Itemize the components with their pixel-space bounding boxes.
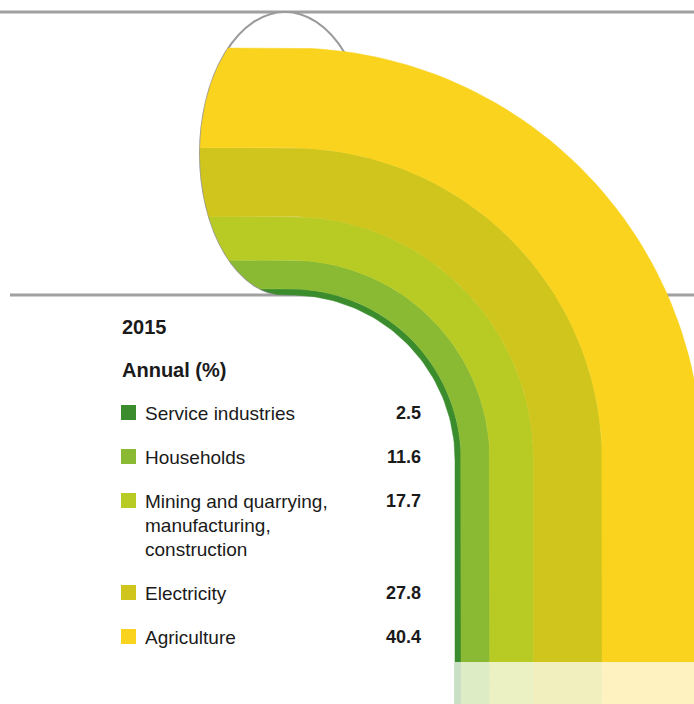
svg-text:Households: Households bbox=[145, 447, 245, 468]
svg-text:40.4: 40.4 bbox=[386, 627, 421, 647]
svg-text:2.5: 2.5 bbox=[396, 403, 421, 423]
svg-text:Service industries: Service industries bbox=[145, 403, 295, 424]
svg-text:manufacturing,: manufacturing, bbox=[145, 515, 271, 536]
svg-text:2015: 2015 bbox=[122, 316, 167, 338]
svg-text:Annual (%): Annual (%) bbox=[122, 359, 226, 381]
svg-text:27.8: 27.8 bbox=[386, 583, 421, 603]
svg-text:Electricity: Electricity bbox=[145, 583, 227, 604]
svg-text:17.7: 17.7 bbox=[386, 491, 421, 511]
svg-text:construction: construction bbox=[145, 539, 247, 560]
svg-text:11.6: 11.6 bbox=[387, 447, 421, 467]
svg-text:Agriculture: Agriculture bbox=[145, 627, 236, 648]
svg-text:Mining and quarrying,: Mining and quarrying, bbox=[145, 491, 328, 512]
